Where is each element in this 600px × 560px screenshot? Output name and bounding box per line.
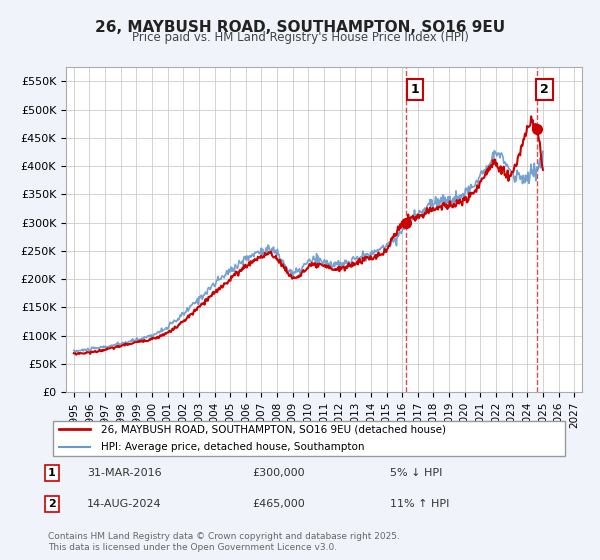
Text: Price paid vs. HM Land Registry's House Price Index (HPI): Price paid vs. HM Land Registry's House … [131, 31, 469, 44]
Text: 5% ↓ HPI: 5% ↓ HPI [390, 468, 442, 478]
Text: 14-AUG-2024: 14-AUG-2024 [87, 499, 161, 509]
Text: HPI: Average price, detached house, Southampton: HPI: Average price, detached house, Sout… [101, 442, 364, 452]
Text: 31-MAR-2016: 31-MAR-2016 [87, 468, 161, 478]
Text: 1: 1 [411, 83, 419, 96]
Text: £300,000: £300,000 [252, 468, 305, 478]
Text: Contains HM Land Registry data © Crown copyright and database right 2025.
This d: Contains HM Land Registry data © Crown c… [48, 532, 400, 552]
Text: 26, MAYBUSH ROAD, SOUTHAMPTON, SO16 9EU: 26, MAYBUSH ROAD, SOUTHAMPTON, SO16 9EU [95, 20, 505, 35]
Text: 2: 2 [48, 499, 56, 509]
Text: 2: 2 [540, 83, 549, 96]
Text: 11% ↑ HPI: 11% ↑ HPI [390, 499, 449, 509]
FancyBboxPatch shape [53, 421, 565, 456]
Text: 1: 1 [48, 468, 56, 478]
Text: 26, MAYBUSH ROAD, SOUTHAMPTON, SO16 9EU (detached house): 26, MAYBUSH ROAD, SOUTHAMPTON, SO16 9EU … [101, 424, 446, 434]
Text: £465,000: £465,000 [252, 499, 305, 509]
